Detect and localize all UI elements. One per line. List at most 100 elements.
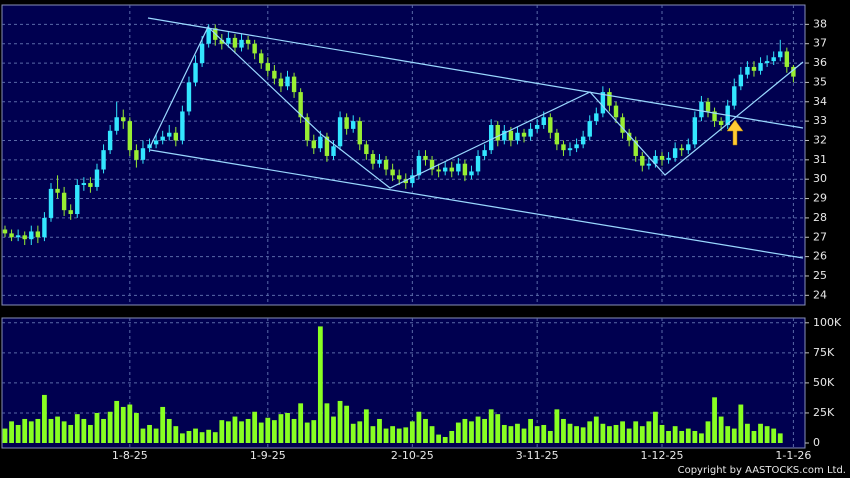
candle-body bbox=[784, 51, 790, 67]
volume-bar bbox=[738, 404, 744, 443]
volume-bar bbox=[554, 409, 560, 443]
volume-bar bbox=[48, 418, 54, 443]
volume-bar bbox=[528, 418, 533, 443]
candle-body bbox=[679, 148, 684, 151]
y-tick-label: 31 bbox=[813, 153, 827, 166]
y-tick-label: 24 bbox=[813, 288, 827, 301]
volume-bar bbox=[469, 421, 474, 443]
volume-bar bbox=[2, 428, 8, 443]
candle-body bbox=[548, 117, 553, 133]
volume-bar bbox=[620, 421, 625, 443]
candle-body bbox=[442, 167, 448, 172]
candle-body bbox=[633, 140, 638, 156]
x-tick-label: 1-9-25 bbox=[250, 449, 286, 462]
candle-body bbox=[318, 136, 323, 149]
volume-bar bbox=[699, 433, 704, 443]
volume-bar bbox=[9, 421, 14, 443]
volume-bar bbox=[745, 423, 750, 443]
volume-bar bbox=[337, 400, 343, 443]
candle-body bbox=[278, 78, 284, 87]
candle-body bbox=[791, 66, 796, 77]
volume-bar bbox=[153, 428, 159, 443]
candle-body bbox=[745, 66, 750, 75]
volume-bar bbox=[101, 418, 106, 443]
candle-body bbox=[771, 57, 776, 62]
volume-bar bbox=[567, 423, 573, 443]
candle-body bbox=[607, 92, 612, 106]
volume-bar bbox=[245, 418, 251, 443]
y-tick-label: 29 bbox=[813, 192, 827, 205]
arrow-marker bbox=[726, 119, 744, 146]
volume-bar bbox=[442, 436, 448, 443]
volume-bar bbox=[758, 423, 763, 443]
candle-body bbox=[94, 169, 100, 187]
volume-bar bbox=[304, 422, 310, 443]
candle-body bbox=[68, 210, 73, 215]
volume-bar bbox=[317, 326, 323, 443]
candle-body bbox=[397, 175, 402, 180]
y-tick-label: 27 bbox=[813, 230, 827, 243]
candle-body bbox=[226, 37, 231, 44]
candle-body bbox=[699, 101, 704, 118]
candle-body bbox=[594, 113, 599, 122]
copyright: Copyright by AASTOCKS.com Ltd. bbox=[678, 465, 846, 476]
y-tick-label: 38 bbox=[813, 17, 827, 30]
volume-bar bbox=[265, 417, 271, 443]
candle-body bbox=[515, 132, 520, 141]
volume-bar bbox=[416, 411, 422, 443]
candle-body bbox=[305, 117, 310, 141]
volume-bar bbox=[396, 428, 402, 443]
candle-body bbox=[88, 183, 93, 187]
candle-body bbox=[206, 28, 211, 44]
candle-body bbox=[705, 101, 711, 112]
candle-body bbox=[456, 163, 461, 172]
volume-bar bbox=[462, 418, 468, 443]
trend-lines bbox=[147, 17, 804, 259]
candle-body bbox=[272, 70, 277, 79]
candle-body bbox=[167, 132, 172, 137]
x-tick-label: 1-12-25 bbox=[641, 449, 684, 462]
volume-bar bbox=[751, 430, 757, 443]
volume-bar bbox=[219, 420, 225, 443]
volume-bar bbox=[712, 397, 717, 443]
y-tick-label: 34 bbox=[813, 95, 827, 108]
plot-layer: 24 25 26 27 28 29 30 31 32 33 34 35 36 37 38 0 25K 50K 75K… bbox=[2, 5, 842, 462]
volume-bar bbox=[541, 424, 547, 443]
volume-bar bbox=[35, 418, 41, 443]
volume-bar bbox=[107, 411, 113, 443]
candle-body bbox=[495, 125, 500, 141]
volume-bar bbox=[725, 426, 731, 443]
y-tick-label: 35 bbox=[813, 75, 827, 88]
candle-body bbox=[364, 144, 369, 155]
zigzag-line bbox=[149, 26, 804, 189]
volume-bar bbox=[140, 428, 146, 443]
volume-bar bbox=[777, 433, 783, 443]
candle-body bbox=[508, 130, 514, 141]
volume-bar bbox=[377, 418, 382, 443]
x-tick-label: 2-10-25 bbox=[391, 449, 434, 462]
candle-body bbox=[121, 117, 126, 122]
volume-bar bbox=[600, 423, 606, 443]
candle-body bbox=[81, 183, 87, 185]
candle-body bbox=[613, 105, 619, 118]
candle-body bbox=[2, 229, 8, 234]
volume-bar bbox=[607, 426, 612, 443]
candle-body bbox=[186, 82, 192, 112]
candle-body bbox=[692, 117, 698, 145]
volume-bar bbox=[423, 418, 428, 443]
volume-bar bbox=[291, 418, 297, 443]
candle-body bbox=[758, 63, 763, 71]
candle-body bbox=[482, 150, 487, 156]
candle-body bbox=[265, 63, 270, 71]
candle-body bbox=[659, 155, 665, 160]
volume-bar bbox=[534, 426, 540, 443]
y-tick-label: 25 bbox=[813, 269, 827, 282]
volume-bar bbox=[173, 426, 179, 443]
volume-bar bbox=[580, 427, 586, 443]
candle-body bbox=[732, 86, 737, 106]
volume-bar bbox=[363, 409, 369, 443]
volume-bar bbox=[331, 416, 336, 443]
volume-bar bbox=[42, 394, 47, 443]
candle-body bbox=[666, 157, 671, 160]
